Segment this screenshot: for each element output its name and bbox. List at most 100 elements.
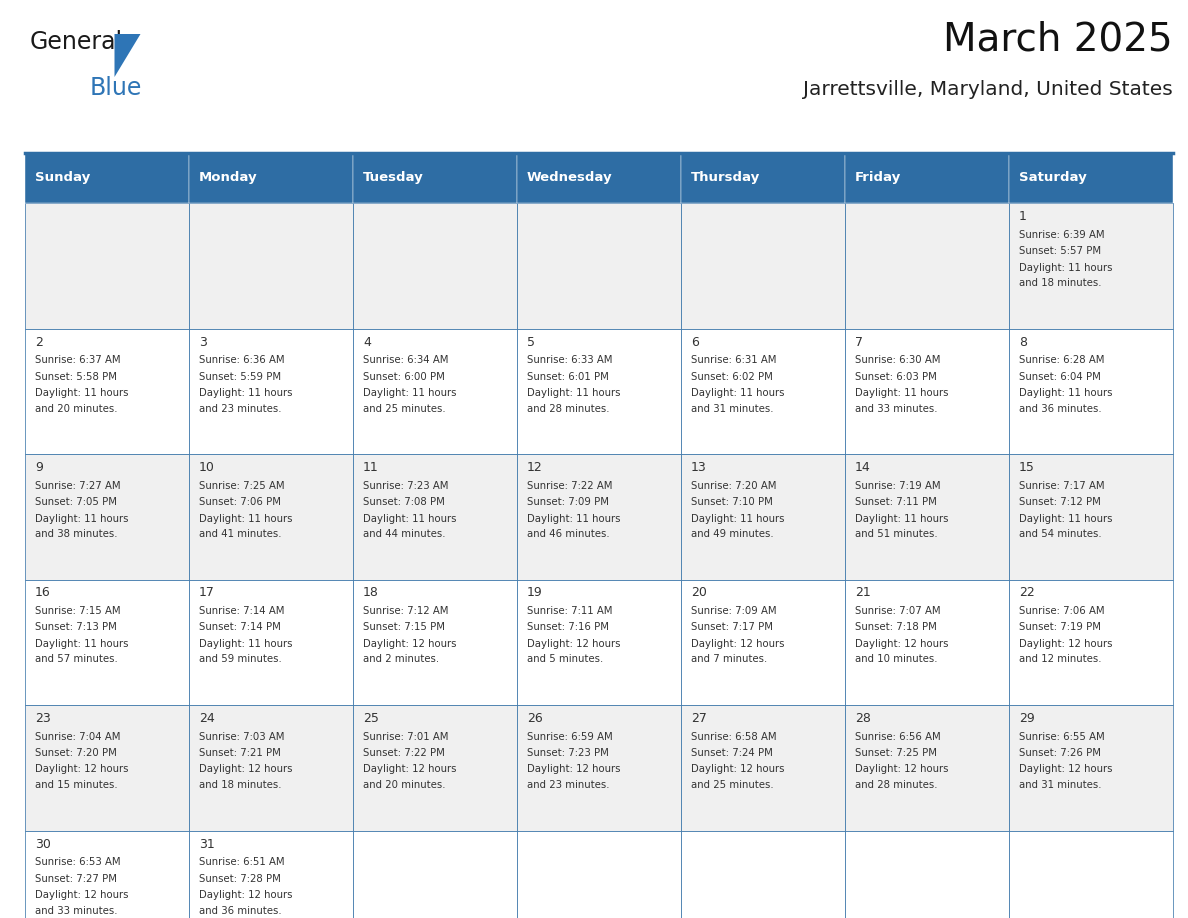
Text: Sunset: 7:24 PM: Sunset: 7:24 PM — [691, 748, 773, 758]
Text: Daylight: 12 hours: Daylight: 12 hours — [34, 890, 128, 900]
Text: Sunrise: 6:33 AM: Sunrise: 6:33 AM — [527, 355, 613, 365]
Text: Sunset: 7:20 PM: Sunset: 7:20 PM — [34, 748, 116, 758]
Text: 7: 7 — [855, 335, 862, 349]
Text: Sunrise: 6:58 AM: Sunrise: 6:58 AM — [691, 732, 777, 742]
Text: Sunrise: 6:51 AM: Sunrise: 6:51 AM — [200, 857, 285, 867]
Text: Sunrise: 7:01 AM: Sunrise: 7:01 AM — [364, 732, 449, 742]
Text: Daylight: 11 hours: Daylight: 11 hours — [1019, 388, 1112, 398]
Text: Sunset: 5:59 PM: Sunset: 5:59 PM — [200, 372, 282, 382]
Bar — [517, 705, 681, 831]
Text: 18: 18 — [364, 587, 379, 599]
Text: Sunrise: 7:15 AM: Sunrise: 7:15 AM — [34, 606, 121, 616]
Text: and 7 minutes.: and 7 minutes. — [691, 655, 767, 665]
Text: and 10 minutes.: and 10 minutes. — [855, 655, 937, 665]
Text: Sunrise: 7:04 AM: Sunrise: 7:04 AM — [34, 732, 120, 742]
Bar — [353, 454, 517, 579]
Bar — [189, 454, 353, 579]
Bar — [25, 203, 189, 329]
Text: 25: 25 — [364, 712, 379, 725]
Text: 31: 31 — [200, 837, 215, 850]
Text: Wednesday: Wednesday — [527, 172, 613, 185]
Text: Sunset: 6:04 PM: Sunset: 6:04 PM — [1019, 372, 1101, 382]
Bar — [189, 203, 353, 329]
Bar — [25, 454, 189, 579]
Text: 27: 27 — [691, 712, 707, 725]
Text: Daylight: 11 hours: Daylight: 11 hours — [527, 513, 620, 523]
Text: Sunrise: 6:36 AM: Sunrise: 6:36 AM — [200, 355, 285, 365]
Bar — [1009, 153, 1173, 203]
Bar — [189, 705, 353, 831]
Text: Sunset: 7:09 PM: Sunset: 7:09 PM — [527, 497, 609, 507]
Text: 24: 24 — [200, 712, 215, 725]
Text: 2: 2 — [34, 335, 43, 349]
Text: and 31 minutes.: and 31 minutes. — [1019, 780, 1101, 790]
Bar — [1009, 831, 1173, 918]
Text: Daylight: 11 hours: Daylight: 11 hours — [691, 513, 784, 523]
Text: Daylight: 11 hours: Daylight: 11 hours — [1019, 263, 1112, 273]
Bar — [1009, 454, 1173, 579]
Bar — [353, 705, 517, 831]
Bar — [681, 329, 845, 454]
Text: and 57 minutes.: and 57 minutes. — [34, 655, 118, 665]
Text: Sunrise: 6:31 AM: Sunrise: 6:31 AM — [691, 355, 777, 365]
Text: Sunrise: 7:25 AM: Sunrise: 7:25 AM — [200, 480, 285, 490]
Text: Sunrise: 6:37 AM: Sunrise: 6:37 AM — [34, 355, 121, 365]
Text: and 41 minutes.: and 41 minutes. — [200, 529, 282, 539]
Bar — [517, 579, 681, 705]
Text: 21: 21 — [855, 587, 871, 599]
Bar — [681, 579, 845, 705]
Text: General: General — [30, 30, 124, 54]
Text: Sunset: 5:58 PM: Sunset: 5:58 PM — [34, 372, 116, 382]
Text: 28: 28 — [855, 712, 871, 725]
Text: Sunrise: 6:53 AM: Sunrise: 6:53 AM — [34, 857, 121, 867]
Text: 5: 5 — [527, 335, 535, 349]
Text: and 51 minutes.: and 51 minutes. — [855, 529, 937, 539]
Text: Sunrise: 6:28 AM: Sunrise: 6:28 AM — [1019, 355, 1105, 365]
Text: Sunrise: 6:39 AM: Sunrise: 6:39 AM — [1019, 230, 1105, 240]
Bar — [25, 705, 189, 831]
Text: Daylight: 12 hours: Daylight: 12 hours — [364, 765, 456, 775]
Text: Blue: Blue — [90, 76, 143, 100]
Bar — [25, 153, 189, 203]
Text: Sunset: 7:26 PM: Sunset: 7:26 PM — [1019, 748, 1101, 758]
Bar — [845, 831, 1009, 918]
Text: Sunset: 7:21 PM: Sunset: 7:21 PM — [200, 748, 280, 758]
Bar — [353, 153, 517, 203]
Text: Daylight: 12 hours: Daylight: 12 hours — [691, 765, 784, 775]
Text: Sunrise: 7:19 AM: Sunrise: 7:19 AM — [855, 480, 941, 490]
Text: and 46 minutes.: and 46 minutes. — [527, 529, 609, 539]
Text: Daylight: 12 hours: Daylight: 12 hours — [200, 765, 292, 775]
Bar — [189, 831, 353, 918]
Text: Daylight: 12 hours: Daylight: 12 hours — [527, 639, 620, 649]
Text: 6: 6 — [691, 335, 699, 349]
Text: 14: 14 — [855, 461, 871, 474]
Text: Daylight: 12 hours: Daylight: 12 hours — [200, 890, 292, 900]
Bar — [353, 831, 517, 918]
Text: Sunset: 7:18 PM: Sunset: 7:18 PM — [855, 622, 937, 633]
Text: and 28 minutes.: and 28 minutes. — [855, 780, 937, 790]
Text: and 59 minutes.: and 59 minutes. — [200, 655, 282, 665]
Text: 15: 15 — [1019, 461, 1035, 474]
Text: Sunrise: 7:06 AM: Sunrise: 7:06 AM — [1019, 606, 1105, 616]
Bar — [517, 831, 681, 918]
Text: Sunset: 7:15 PM: Sunset: 7:15 PM — [364, 622, 446, 633]
Text: Sunset: 7:17 PM: Sunset: 7:17 PM — [691, 622, 773, 633]
Text: Daylight: 11 hours: Daylight: 11 hours — [364, 388, 456, 398]
Text: Daylight: 11 hours: Daylight: 11 hours — [855, 388, 948, 398]
Text: Sunrise: 7:07 AM: Sunrise: 7:07 AM — [855, 606, 941, 616]
Polygon shape — [114, 34, 140, 77]
Bar — [25, 831, 189, 918]
Text: Daylight: 12 hours: Daylight: 12 hours — [855, 765, 948, 775]
Text: 23: 23 — [34, 712, 51, 725]
Text: Sunset: 6:02 PM: Sunset: 6:02 PM — [691, 372, 773, 382]
Text: and 18 minutes.: and 18 minutes. — [1019, 278, 1101, 288]
Bar — [681, 454, 845, 579]
Text: 19: 19 — [527, 587, 543, 599]
Text: Daylight: 12 hours: Daylight: 12 hours — [1019, 765, 1112, 775]
Text: and 31 minutes.: and 31 minutes. — [691, 404, 773, 413]
Text: 9: 9 — [34, 461, 43, 474]
Text: 11: 11 — [364, 461, 379, 474]
Text: 12: 12 — [527, 461, 543, 474]
Text: March 2025: March 2025 — [943, 20, 1173, 58]
Bar — [517, 454, 681, 579]
